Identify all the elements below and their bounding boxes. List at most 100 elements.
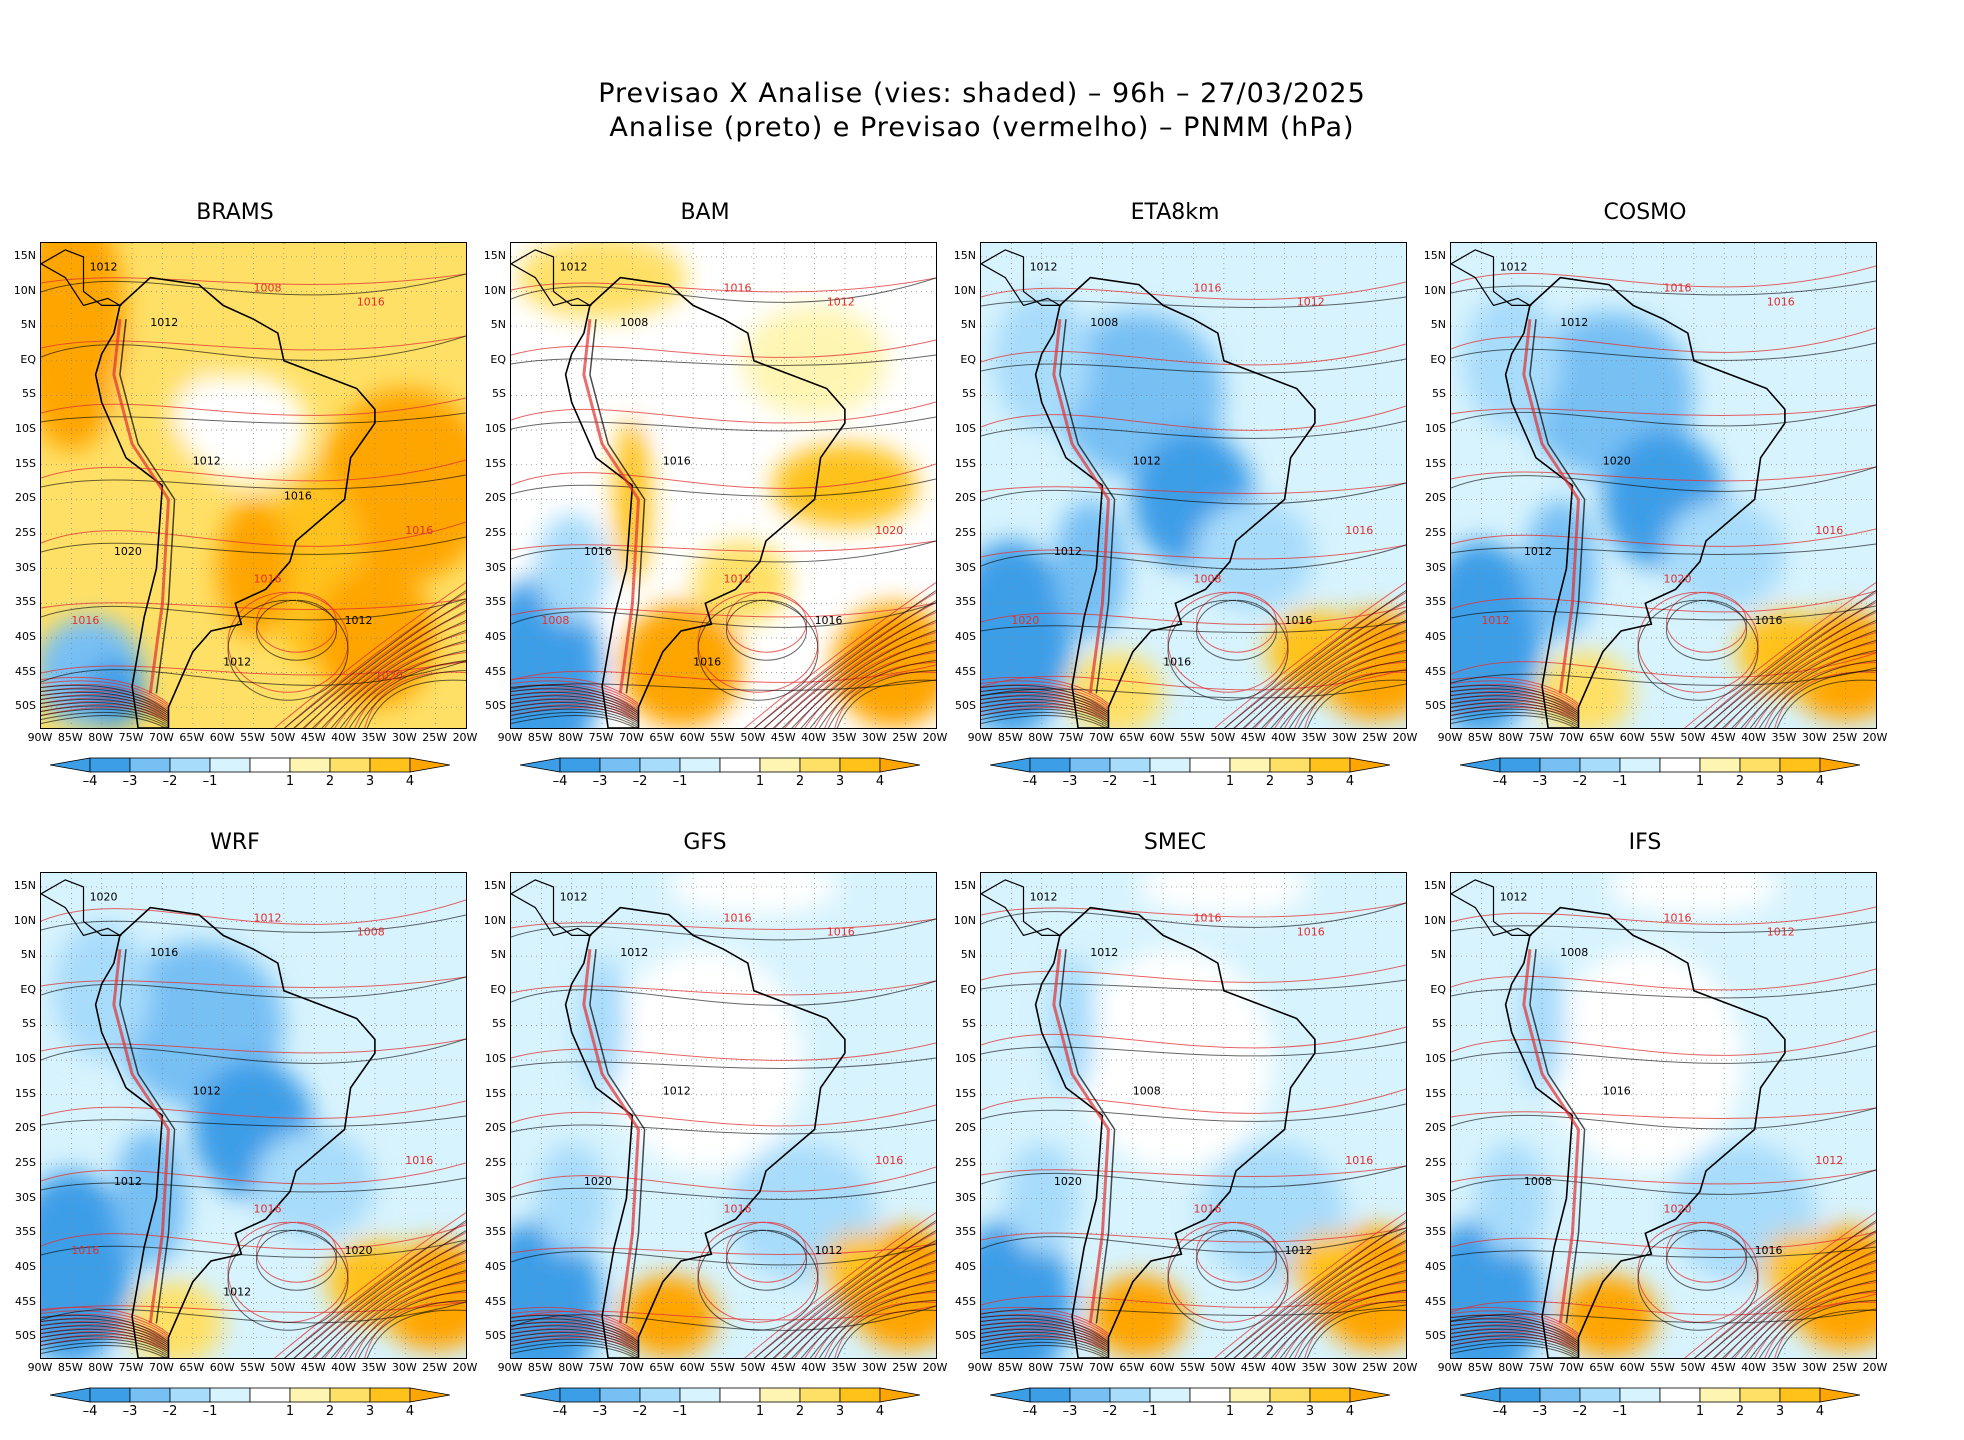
lat-label: 10S: [1425, 422, 1446, 436]
lat-label: 15N: [13, 248, 36, 262]
isobar-label: 1016: [1345, 1154, 1373, 1167]
colorbar-segment: [1229, 757, 1271, 773]
bias-region: [772, 443, 918, 528]
colorbar-label: –2: [162, 774, 178, 789]
bias-region: [741, 305, 888, 417]
lat-label: 40S: [955, 629, 976, 643]
central-america-coastline: [511, 249, 593, 307]
isobars: [511, 918, 936, 1358]
lat-label: 10S: [1425, 1052, 1446, 1066]
colorbar-label: 2: [795, 1404, 805, 1419]
lon-label: 20W: [452, 1361, 478, 1374]
isobar-label: 1016: [1755, 614, 1783, 627]
isobars: [981, 902, 1406, 1358]
lon-label: 45W: [1240, 1361, 1266, 1374]
colorbar: [49, 1387, 451, 1407]
bias-region: [83, 658, 145, 728]
lat-label: 15S: [1425, 1086, 1446, 1100]
colorbar-label: –3: [592, 1404, 608, 1419]
colorbar-label: –3: [1062, 1404, 1078, 1419]
lon-label: 60W: [1619, 731, 1645, 744]
lon-label: 35W: [1771, 1361, 1797, 1374]
isobar-label: 1016: [254, 1203, 282, 1216]
lat-label: 5S: [492, 1017, 506, 1031]
colorbar-segment: [1029, 757, 1071, 773]
lon-label: 55W: [710, 731, 735, 744]
bias-map: 1012 1008 1012 1016 1012 1016 1020 1016 1012 1016…: [40, 242, 467, 729]
lat-label: 15N: [953, 878, 976, 892]
isobar-label: 1020: [1054, 1175, 1082, 1188]
lat-label: EQ: [960, 352, 976, 366]
lat-label: 5N: [20, 948, 36, 962]
lat-label: 40S: [955, 1259, 976, 1273]
colorbar-segment: [759, 1387, 801, 1403]
lat-label: 10S: [955, 422, 976, 436]
lon-label: 55W: [710, 1361, 735, 1374]
colorbar-label: –3: [1532, 1404, 1548, 1419]
isobar-label: 1016: [71, 1244, 99, 1257]
lon-label: 70W: [1088, 731, 1114, 744]
colorbar-segment: [89, 1387, 131, 1403]
isobar-label: 1012: [345, 614, 373, 627]
isobar-label: 1016: [254, 573, 282, 586]
lon-label: 55W: [1180, 1361, 1205, 1374]
isobar-label: 1012: [114, 1175, 142, 1188]
lon-label: 60W: [679, 731, 705, 744]
isobar-label: 1020: [584, 1175, 612, 1188]
lat-label: 5S: [962, 387, 976, 401]
graticule: [1451, 243, 1876, 728]
lat-label: 30S: [955, 1190, 976, 1204]
lat-label: 15N: [483, 248, 506, 262]
isobar-label: 1012: [1297, 295, 1325, 308]
lon-label: 65W: [1119, 731, 1145, 744]
isobar-label: 1016: [405, 524, 433, 537]
lon-label: 90W: [27, 731, 53, 744]
lat-label: 40S: [15, 1259, 36, 1273]
lat-label: 30S: [485, 1190, 506, 1204]
lon-label: 35W: [831, 731, 857, 744]
andes-contours: [582, 949, 641, 1324]
colorbar-segment: [249, 757, 291, 773]
isobar-label: 1016: [693, 656, 721, 669]
lat-label: 25S: [955, 526, 976, 539]
colorbar-label: –2: [632, 774, 648, 789]
andes-contours: [1052, 949, 1111, 1324]
colorbar-label: 3: [1775, 774, 1785, 789]
lat-label: 40S: [15, 629, 36, 643]
colorbar-label: 3: [1305, 774, 1315, 789]
colorbar-segment: [249, 1387, 291, 1403]
colorbar-label: 3: [1775, 1404, 1785, 1419]
lat-label: 5S: [1432, 387, 1446, 401]
colorbar-segment: [759, 757, 801, 773]
lon-label: 90W: [967, 1361, 993, 1374]
central-america-coastline: [41, 249, 123, 307]
isobar-label: 1020: [90, 891, 118, 904]
lon-label: 60W: [209, 731, 235, 744]
colorbar-label: –4: [1022, 774, 1038, 789]
lon-label: 40W: [1271, 1361, 1296, 1374]
lat-label: 45S: [485, 664, 506, 678]
colorbar-segment: [1659, 1387, 1701, 1403]
isobar-label: 1016: [815, 614, 843, 627]
isobar-label: 1016: [1755, 1244, 1783, 1257]
panel-title: GFS: [683, 830, 727, 855]
lat-label: 25S: [15, 526, 36, 539]
lat-label: 50S: [15, 699, 36, 713]
colorbar-segment: [639, 757, 681, 773]
colorbar-label: 1: [1695, 1404, 1705, 1419]
colorbar-segment: [879, 1387, 921, 1403]
colorbar-label: –1: [672, 1404, 688, 1419]
colorbar-label: –2: [1102, 774, 1118, 789]
colorbar-segment: [839, 1387, 881, 1403]
colorbar-label: –1: [202, 774, 218, 789]
lon-label: 40W: [801, 731, 826, 744]
lat-label: 40S: [485, 1259, 506, 1273]
central-america-coastline: [1451, 879, 1533, 937]
colorbar-label: –4: [552, 1404, 568, 1419]
lon-label: 80W: [88, 731, 114, 744]
lon-label: 85W: [1467, 731, 1493, 744]
isobar-label: 1016: [1194, 1203, 1222, 1216]
model-panel-cosmo: COSMO 1012 1016 1012 1016 1020 1016 1012 1020 101…: [1410, 200, 1888, 810]
colorbar-label: 1: [285, 774, 295, 789]
isobar-label: 1016: [1664, 912, 1692, 925]
